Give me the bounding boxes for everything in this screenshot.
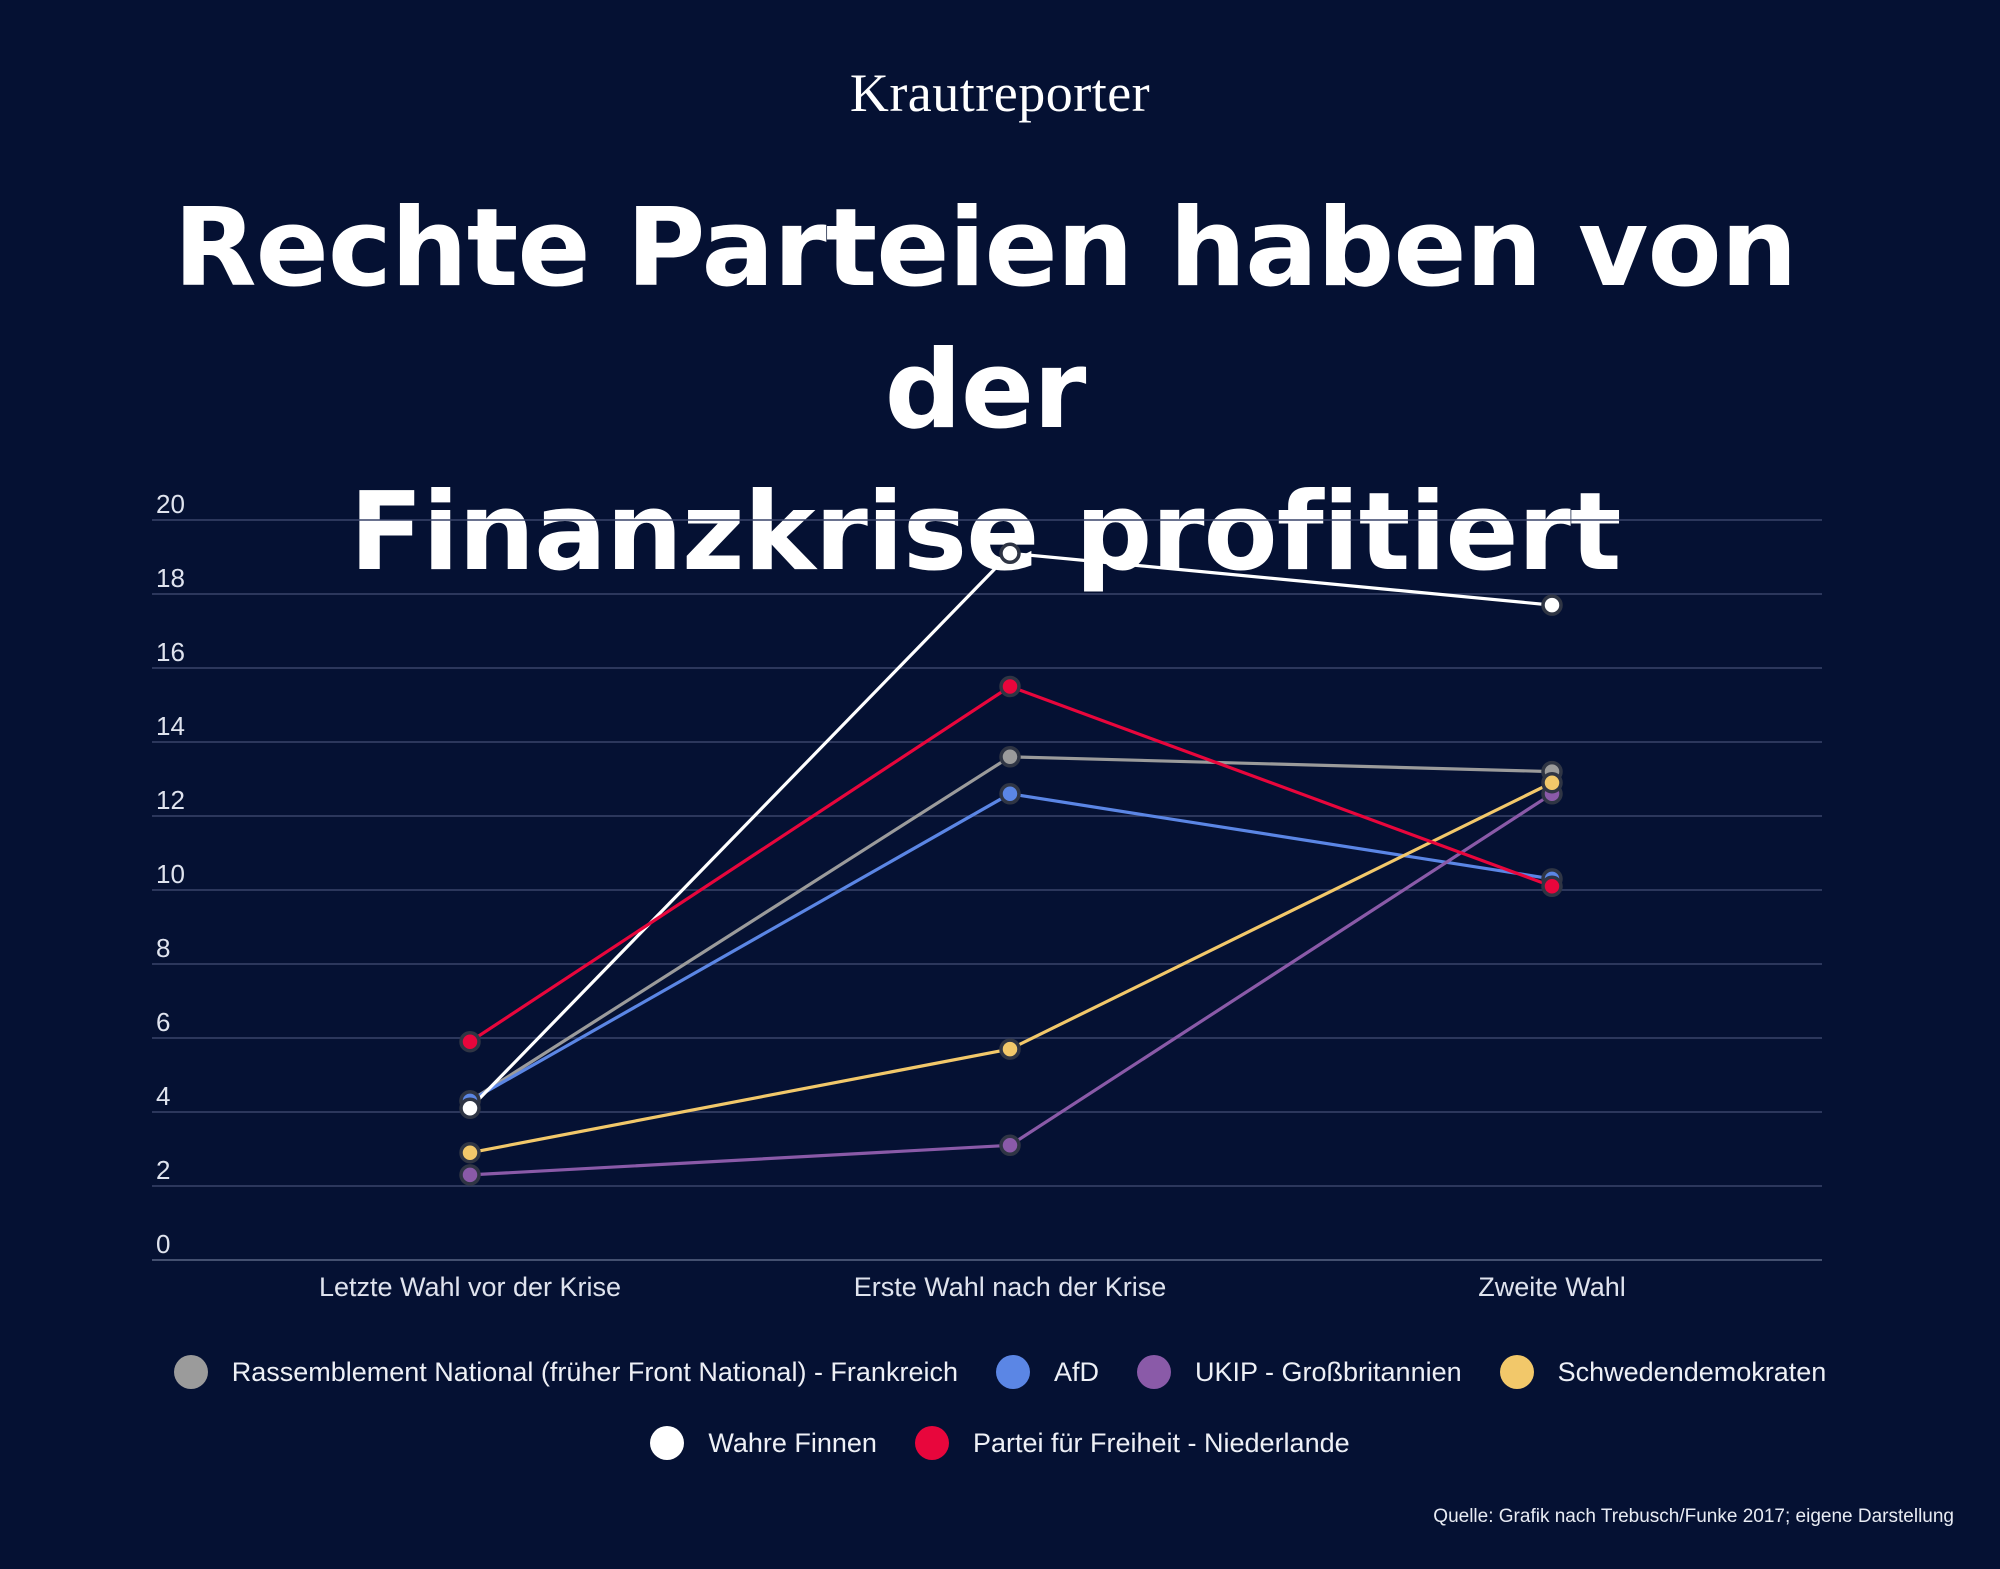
y-tick-label: 8 — [156, 933, 170, 963]
legend-item: Wahre Finnen — [650, 1426, 877, 1460]
legend-label: Schwedendemokraten — [1557, 1356, 1827, 1387]
data-point — [1541, 771, 1563, 794]
series-line — [469, 781, 1553, 1155]
data-point — [999, 1038, 1021, 1060]
legend-swatch — [995, 1355, 1030, 1389]
legend-label: AfD — [1053, 1356, 1099, 1387]
chart-title: Rechte Parteien haben von der Finanzkris… — [100, 178, 1870, 604]
y-tick-label: 6 — [156, 1007, 170, 1037]
y-tick-label: 20 — [156, 489, 185, 519]
legend-item: Schwedendemokraten — [1499, 1355, 1827, 1389]
x-category-label: Letzte Wahl vor der Krise — [319, 1272, 621, 1302]
title-line-2: Finanzkrise profitiert — [349, 470, 1621, 595]
data-point — [999, 542, 1021, 565]
title-line-1: Rechte Parteien haben von der — [173, 186, 1797, 453]
y-tick-label: 14 — [156, 711, 185, 741]
data-point — [1541, 875, 1563, 898]
data-point — [459, 1141, 481, 1164]
y-tick-label: 16 — [156, 637, 185, 667]
legend-row-2: Wahre Finnen Partei für Freiheit - Nieder… — [0, 1426, 2000, 1460]
legend-swatch — [650, 1426, 685, 1460]
data-point — [999, 675, 1021, 698]
data-point — [999, 783, 1021, 805]
legend-swatch — [914, 1426, 949, 1460]
y-tick-label: 2 — [156, 1155, 170, 1185]
legend-label: Wahre Finnen — [708, 1427, 877, 1458]
series-points — [459, 542, 1563, 1186]
data-point — [459, 1164, 481, 1186]
y-tick-label: 12 — [156, 785, 185, 815]
grid-lines — [152, 519, 1822, 1261]
x-axis-categories: Letzte Wahl vor der Krise Erste Wahl nach… — [319, 1272, 1626, 1302]
data-point — [459, 1030, 481, 1053]
x-category-label: Erste Wahl nach der Krise — [854, 1272, 1167, 1302]
brand-logo: Krautreporter — [849, 63, 1151, 123]
legend-label: Partei für Freiheit - Niederlande — [972, 1427, 1350, 1458]
legend-swatch — [1137, 1355, 1171, 1389]
y-tick-label: 18 — [156, 563, 185, 593]
y-axis-ticks: 0 2 4 6 8 10 12 14 16 18 20 — [156, 489, 185, 1259]
y-tick-label: 4 — [156, 1081, 170, 1111]
source-note: Quelle: Grafik nach Trebusch/Funke 2017;… — [1433, 1506, 1954, 1527]
legend-item: Partei für Freiheit - Niederlande — [914, 1426, 1350, 1460]
legend-label: Rassemblement National (früher Front Nat… — [231, 1356, 958, 1387]
legend-row-1: Rassemblement National (früher Front Nat… — [0, 1355, 2000, 1389]
x-category-label: Zweite Wahl — [1478, 1272, 1626, 1302]
y-tick-label: 10 — [156, 859, 185, 889]
data-point — [999, 1134, 1021, 1157]
legend-label: UKIP - Großbritannien — [1195, 1356, 1462, 1387]
y-tick-label: 0 — [156, 1229, 170, 1259]
series-line — [468, 551, 1553, 1110]
series-line — [469, 792, 1553, 1177]
data-point — [1541, 594, 1563, 616]
data-point — [459, 1097, 481, 1120]
legend-item: UKIP - Großbritannien — [1137, 1355, 1462, 1389]
data-point — [999, 746, 1021, 768]
legend-swatch — [1499, 1355, 1534, 1389]
legend-item: AfD — [995, 1355, 1099, 1389]
series-lines — [468, 551, 1553, 1177]
legend-swatch — [173, 1355, 208, 1389]
legend-item: Rassemblement National (früher Front Nat… — [173, 1355, 958, 1389]
